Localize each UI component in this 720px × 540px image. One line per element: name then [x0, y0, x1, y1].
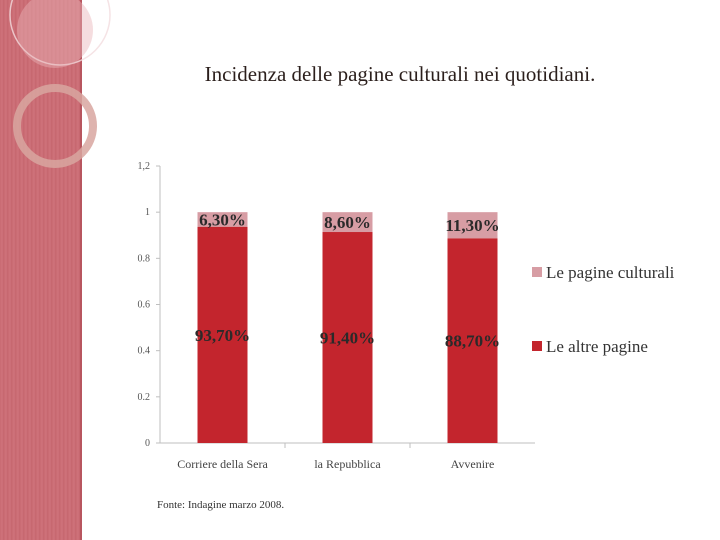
legend-label: Le pagine culturali	[546, 263, 675, 282]
data-label-altre-pagine: 91,40%	[320, 329, 375, 348]
decorative-circle-outline	[9, 0, 111, 66]
y-axis: 0 0.2 0.4 0.6 0.8 1 1,2	[138, 161, 161, 449]
x-tick-label: la Repubblica	[314, 457, 381, 471]
bar-altre-pagine	[197, 226, 248, 443]
data-label-altre-pagine: 88,70%	[445, 332, 500, 351]
decorative-ring	[13, 84, 97, 168]
legend: Le pagine culturali Le altre pagine	[532, 263, 675, 356]
y-tick-label: 0.4	[138, 346, 151, 357]
legend-swatch	[532, 267, 542, 277]
legend-swatch	[532, 341, 542, 351]
bar-altre-pagine	[447, 238, 498, 443]
data-label-pagine-culturali: 11,30%	[445, 216, 499, 235]
data-label-pagine-culturali: 6,30%	[199, 210, 246, 229]
bars	[197, 212, 498, 443]
bar-pagine-culturali	[447, 212, 498, 239]
data-label-pagine-culturali: 8,60%	[324, 213, 371, 232]
y-tick-label: 0.2	[138, 392, 151, 403]
y-tick-label: 0.6	[138, 300, 151, 311]
y-tick-label: 0.8	[138, 253, 151, 264]
decorative-circles	[9, 0, 111, 168]
x-tick-label: Avvenire	[451, 457, 495, 471]
bar-altre-pagine	[322, 232, 373, 443]
decorative-circle-fill	[17, 0, 93, 68]
data-label-altre-pagine: 93,70%	[195, 326, 250, 345]
side-band-border	[80, 0, 82, 540]
y-tick-label: 1	[145, 207, 150, 218]
bar-pagine-culturali	[197, 212, 248, 227]
slide-title: Incidenza delle pagine culturali nei quo…	[204, 62, 596, 86]
y-tick-label: 0	[145, 438, 150, 449]
x-axis: Corriere della Sera la Repubblica Avvenire	[160, 442, 535, 471]
source-note: Fonte: Indagine marzo 2008.	[157, 499, 285, 511]
y-tick-label: 1,2	[138, 161, 151, 172]
bar-pagine-culturali	[322, 212, 373, 233]
legend-label: Le altre pagine	[546, 337, 648, 356]
data-labels: 93,70% 6,30% 91,40% 8,60% 88,70% 11,30%	[195, 210, 500, 350]
x-tick-label: Corriere della Sera	[177, 457, 268, 471]
